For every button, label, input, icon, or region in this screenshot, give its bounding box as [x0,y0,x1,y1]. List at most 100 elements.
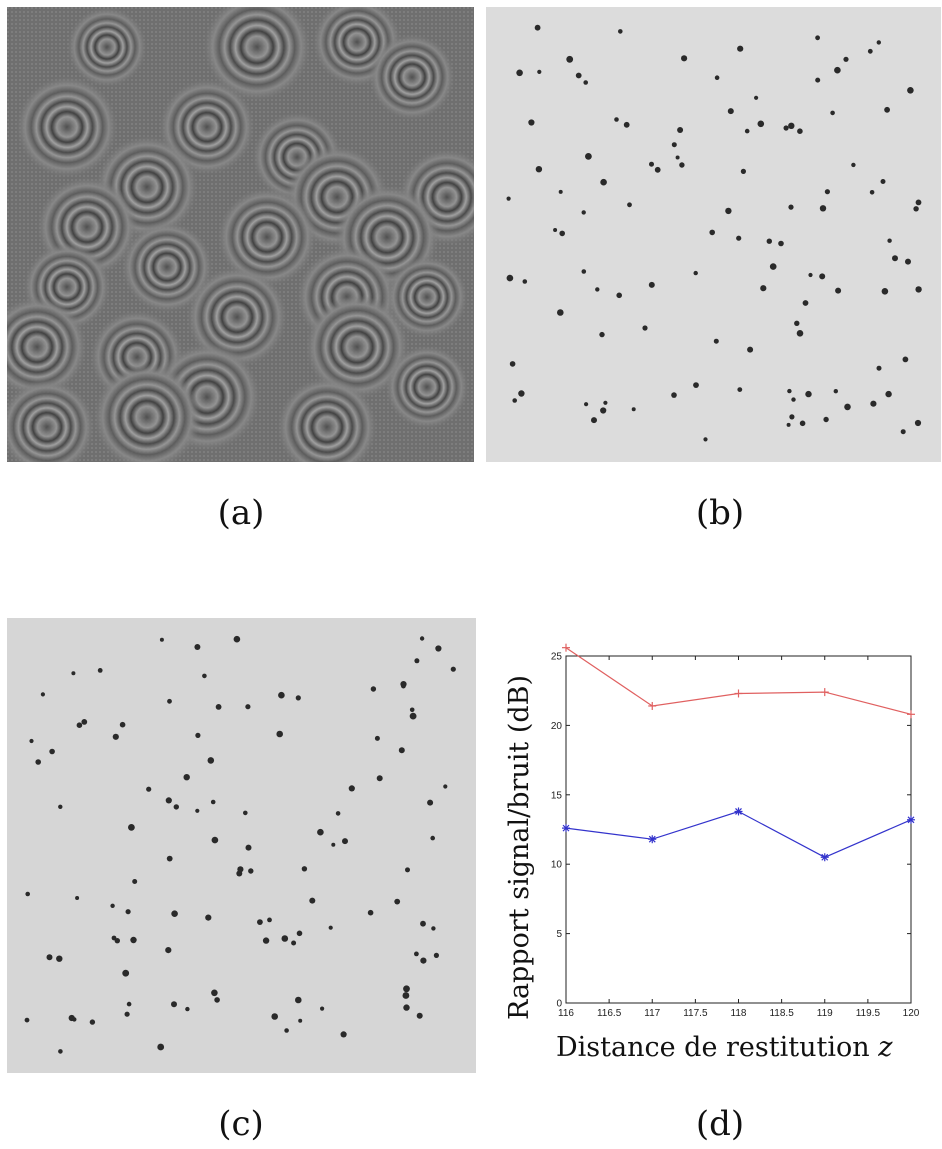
y-tick-label: 20 [551,721,563,732]
particle-dot [603,400,608,405]
particle-dot [679,162,685,168]
x-tick-label: 118.5 [769,1008,794,1019]
data-point-0 [734,689,743,698]
particle-dot [506,274,514,282]
particle-dot [195,808,200,813]
snr-chart: 116 116.5 117 117.5 118 118.5 119 119.5 120 0 5 10 1… [500,640,942,1070]
particle-dot [558,189,563,194]
x-tick-label: 119.5 [856,1008,881,1019]
data-point-1 [734,807,743,816]
particle-dot [835,287,842,294]
particle-dot [435,645,442,652]
diffraction-ring [386,256,468,338]
data-point-1 [907,815,915,824]
particle-dot [210,799,216,805]
particle-dot [876,40,881,45]
particle-dot [599,331,605,338]
caption-d: (d) [695,1104,745,1144]
particle-dot [509,361,516,367]
particle-dot [340,1031,347,1038]
reconstruction-image-b [486,7,941,462]
particle-dot [824,189,830,195]
particle-dot [165,797,172,804]
particle-dot [595,287,600,292]
particle-dot [623,121,630,128]
diffraction-ring [385,345,469,429]
particle-dot [649,161,654,167]
particle-dot [585,153,592,160]
particle-dot [528,119,535,126]
particle-dot [309,897,316,904]
particle-dot [416,1012,423,1019]
data-point-0 [907,710,915,719]
particle-dot [301,866,308,872]
particle-dot [693,382,699,388]
particle-dot [76,722,83,728]
particle-dot [815,35,820,41]
particle-dot [202,673,207,679]
particle-dot [600,407,607,414]
particle-dot [794,320,800,326]
particle-dot [284,1028,289,1033]
particle-dot [409,712,417,720]
data-point-1 [820,853,829,862]
particle-dot [125,909,131,915]
particle-dot [788,122,795,129]
series-line-1 [565,810,912,858]
caption-c: (c) [218,1104,264,1144]
particle-dot [796,330,804,337]
particle-dot [581,210,586,215]
x-tick-label: 117.5 [683,1008,708,1019]
particle-dot [81,719,88,725]
particle-dot [165,947,172,954]
particle-dot [616,292,622,299]
particle-dot [130,936,137,944]
particle-dot [819,205,827,212]
particle-dot [295,695,301,701]
x-tick-label: 116 [558,1008,574,1019]
particle-dot [433,952,439,958]
particle-dot [245,704,251,710]
particle-dot [575,72,582,79]
particle-dot [600,178,607,186]
particle-dot [276,730,284,738]
particle-dot [648,281,655,288]
particle-dot [24,1017,30,1023]
particle-dot [215,704,222,710]
particle-dot [159,637,164,642]
particle-dot [737,387,743,392]
particle-dot [49,748,55,755]
diffraction-ring [368,33,456,121]
particle-dot [233,635,241,643]
particle-dot [808,272,813,278]
particle-dot [703,437,708,442]
y-tick-label: 10 [551,860,563,871]
particle-dot [876,365,882,371]
diffraction-ring [276,376,378,462]
particle-dot [46,954,53,961]
particle-dot [342,838,348,845]
particle-dot [25,891,31,897]
particle-dot [402,992,410,999]
particle-dot [614,117,619,122]
particle-dot [430,835,436,841]
particle-dot [450,666,456,672]
particle-dot [797,128,803,134]
data-point-0 [562,643,570,652]
particle-dot [823,416,829,423]
particle-dot [802,300,809,306]
diffraction-ring [7,296,88,398]
particle-dot [714,75,720,80]
particle-dot [709,229,715,236]
particle-dot [833,389,838,394]
particle-dot [419,636,425,641]
particle-dot [317,828,324,836]
hologram-image-a [7,7,474,462]
particle-dot [506,196,511,201]
particle-dot [205,914,212,921]
particle-dot [788,204,794,210]
particle-dot [71,671,76,676]
particle-dot [291,940,297,946]
particle-dot [618,29,623,34]
particle-dot [677,127,684,133]
